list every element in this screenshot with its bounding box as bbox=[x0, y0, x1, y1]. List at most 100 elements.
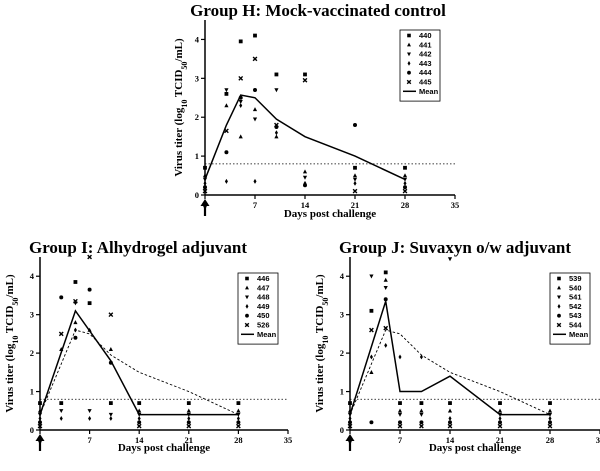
data-point-444 bbox=[203, 185, 207, 190]
legend-entry-446: 446 bbox=[257, 274, 270, 283]
data-point-450 bbox=[87, 287, 92, 292]
data-point-541 bbox=[383, 286, 388, 291]
data-point-449 bbox=[88, 415, 92, 421]
data-point-444 bbox=[238, 95, 243, 100]
data-point-450 bbox=[38, 420, 42, 425]
x-tick-label: 7 bbox=[398, 435, 403, 445]
data-point-440 bbox=[303, 72, 307, 77]
data-point-448 bbox=[108, 412, 113, 417]
data-point-544 bbox=[347, 423, 353, 429]
data-point-447 bbox=[37, 408, 43, 413]
y-axis-label-part: Virus titer (log bbox=[314, 343, 326, 413]
y-tick-label: 1 bbox=[30, 387, 34, 397]
legend-entry-Mean: Mean bbox=[257, 330, 277, 339]
data-point-541 bbox=[369, 274, 374, 279]
legend-entry-541: 541 bbox=[569, 293, 582, 302]
y-tick-label: 3 bbox=[195, 73, 199, 83]
x-tick-label: 14 bbox=[135, 435, 144, 445]
data-point-526 bbox=[87, 254, 92, 260]
data-point-447 bbox=[236, 408, 241, 413]
legend-marker-540 bbox=[557, 285, 561, 290]
x-axis-label: Days post challenge bbox=[429, 442, 521, 454]
data-point-544 bbox=[383, 325, 389, 331]
data-point-540 bbox=[397, 408, 403, 413]
data-point-541 bbox=[547, 412, 553, 417]
data-point-440 bbox=[274, 72, 279, 77]
y-axis-label: Virus titer (log10 TCID50/mL) bbox=[173, 38, 189, 177]
legend-entry-443: 443 bbox=[419, 59, 432, 68]
y-axis-label: Virus titer (log10 TCID50/mL) bbox=[4, 274, 20, 413]
legend-box bbox=[237, 272, 279, 345]
data-point-440 bbox=[353, 165, 357, 170]
data-point-450 bbox=[108, 360, 113, 365]
data-point-543 bbox=[498, 420, 502, 425]
x-tick-label: 7 bbox=[253, 200, 258, 210]
x-tick-label: 14 bbox=[446, 435, 455, 445]
data-point-541 bbox=[397, 412, 403, 417]
legend-marker-526 bbox=[244, 322, 250, 328]
legend-entry-444: 444 bbox=[419, 68, 432, 77]
data-point-448 bbox=[137, 412, 142, 417]
legend-entry-441: 441 bbox=[419, 40, 432, 49]
x-tick-label: 35 bbox=[451, 200, 460, 210]
y-tick-label: 0 bbox=[30, 425, 34, 435]
legend-entry-442: 442 bbox=[419, 50, 432, 59]
y-axis-label-subscript: 50 bbox=[321, 298, 330, 306]
data-point-446 bbox=[87, 301, 92, 306]
legend-marker-445 bbox=[406, 79, 412, 85]
data-point-543 bbox=[548, 420, 552, 425]
y-axis-label-part: TCID bbox=[314, 306, 326, 336]
data-point-542 bbox=[398, 354, 402, 360]
legend-marker-440 bbox=[407, 33, 411, 38]
y-axis-label-part: TCID bbox=[173, 70, 185, 100]
data-point-444 bbox=[403, 185, 407, 190]
legend-entry-544: 544 bbox=[569, 321, 582, 330]
data-point-541 bbox=[347, 412, 353, 417]
data-point-443 bbox=[253, 178, 257, 184]
y-tick-label: 2 bbox=[195, 112, 199, 122]
y-tick-label: 4 bbox=[195, 34, 200, 44]
chart-title: Group H: Mock-vaccinated control bbox=[190, 1, 446, 20]
y-axis-label-part: Virus titer (log bbox=[4, 343, 16, 413]
data-point-449 bbox=[38, 415, 42, 421]
data-point-542 bbox=[419, 354, 423, 360]
data-point-450 bbox=[73, 335, 78, 340]
data-point-544 bbox=[497, 423, 503, 429]
y-axis-label-subscript: 10 bbox=[321, 336, 330, 344]
challenge-arrow-head bbox=[200, 199, 210, 206]
y-tick-label: 1 bbox=[195, 151, 199, 161]
data-point-445 bbox=[238, 75, 244, 81]
data-point-526 bbox=[136, 423, 142, 429]
legend-marker-441 bbox=[407, 42, 411, 47]
data-point-450 bbox=[137, 420, 142, 425]
data-point-441 bbox=[274, 134, 279, 139]
data-point-445 bbox=[252, 56, 258, 62]
data-point-447 bbox=[137, 408, 142, 413]
data-point-542 bbox=[348, 415, 352, 421]
legend-marker-539 bbox=[557, 276, 561, 281]
legend-entry-440: 440 bbox=[419, 31, 432, 40]
legend-entry-448: 448 bbox=[257, 293, 270, 302]
data-point-447 bbox=[59, 346, 64, 351]
data-point-543 bbox=[448, 420, 452, 425]
data-point-540 bbox=[419, 408, 424, 413]
data-point-444 bbox=[303, 183, 307, 188]
x-axis-label: Days post challenge bbox=[118, 442, 210, 454]
data-point-539 bbox=[369, 308, 374, 313]
y-axis-label-part: /mL) bbox=[173, 38, 185, 63]
data-point-442 bbox=[302, 175, 308, 180]
data-point-446 bbox=[73, 280, 78, 284]
legend-entry-543: 543 bbox=[569, 311, 582, 320]
legend-entry-526: 526 bbox=[257, 321, 270, 330]
data-point-539 bbox=[348, 401, 352, 405]
data-point-440 bbox=[403, 165, 407, 170]
data-point-526 bbox=[236, 423, 241, 429]
data-point-542 bbox=[369, 354, 373, 360]
data-point-540 bbox=[347, 408, 353, 413]
y-axis-label-subscript: 50 bbox=[11, 298, 20, 306]
x-tick-label: 21 bbox=[185, 435, 194, 445]
data-point-442 bbox=[352, 177, 358, 182]
chart-panel-0: Group H: Mock-vaccinated control07142128… bbox=[173, 1, 459, 220]
data-point-541 bbox=[497, 412, 503, 417]
y-axis-label-part: TCID bbox=[4, 306, 16, 336]
